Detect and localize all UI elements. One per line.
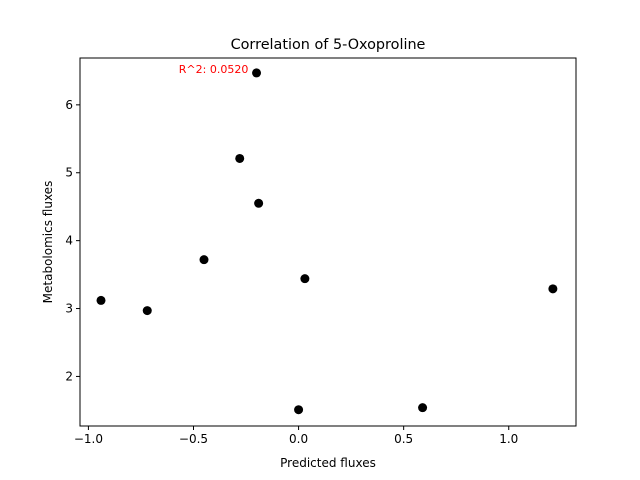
data-point	[418, 403, 428, 413]
y-axis-label: Metabolomics fluxes	[41, 181, 55, 304]
x-tick-label: 0.5	[394, 432, 413, 446]
data-point	[96, 295, 106, 305]
plot-area	[96, 68, 558, 415]
y-tick-label: 5	[65, 166, 73, 180]
axes-frame	[79, 57, 577, 427]
y-tick-label: 4	[65, 234, 73, 248]
r-squared-annotation: R^2: 0.0520	[179, 63, 249, 76]
x-tick-label: −1.0	[74, 432, 103, 446]
y-tick-label: 2	[65, 369, 73, 383]
x-tick-label: 0.0	[289, 432, 308, 446]
data-point	[548, 284, 558, 294]
data-point	[199, 255, 209, 265]
x-tick-label: 1.0	[499, 432, 518, 446]
y-axis-ticks: 2 3 4 5 6	[65, 98, 80, 383]
x-axis-ticks: −1.0 −0.5 0.0 0.5 1.0	[74, 426, 518, 446]
data-point	[300, 274, 310, 284]
x-axis-label: Predicted fluxes	[280, 456, 376, 470]
chart-title: Correlation of 5-Oxoproline	[231, 37, 426, 53]
data-point	[294, 405, 304, 415]
y-tick-label: 3	[65, 302, 73, 316]
data-point	[252, 68, 262, 78]
data-point	[254, 198, 264, 208]
x-tick-label: −0.5	[179, 432, 208, 446]
y-tick-label: 6	[65, 98, 73, 112]
data-point	[235, 153, 245, 163]
data-point	[142, 306, 152, 316]
